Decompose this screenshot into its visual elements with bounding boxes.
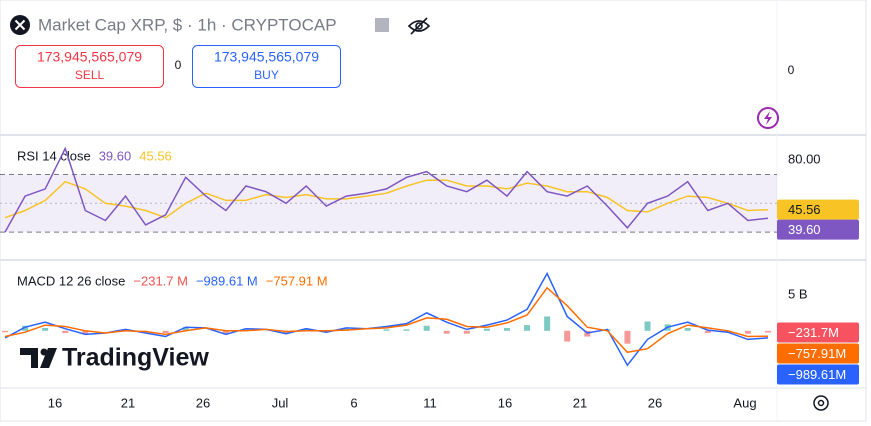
legend-value: 45.56 <box>139 148 172 163</box>
buy-label: BUY <box>254 68 279 82</box>
x-tick-label: 16 <box>48 395 62 410</box>
histogram-bar <box>644 321 651 331</box>
x-tick-label: 6 <box>350 395 357 410</box>
x-tick-label: Jul <box>272 395 289 410</box>
price-badge <box>777 322 859 343</box>
histogram-bar <box>524 325 531 331</box>
buy-price: 173,945,565,079 <box>214 49 319 65</box>
flag-icon[interactable] <box>375 18 389 32</box>
histogram-bar <box>403 329 410 331</box>
x-tick-label: 21 <box>121 395 135 410</box>
pane-title: RSI 14 close <box>17 148 91 163</box>
histogram-bar <box>42 327 49 331</box>
histogram-bar <box>765 330 771 333</box>
main-axis-label: 0 <box>788 63 795 77</box>
legend-value: −989.61 M <box>196 273 258 288</box>
histogram-bar <box>704 330 711 333</box>
histogram-bar <box>242 328 249 331</box>
y-tick-label: 5 B <box>788 286 808 301</box>
price-badge <box>777 343 859 364</box>
hide-icon[interactable] <box>407 17 431 35</box>
legend-value: 39.60 <box>99 148 132 163</box>
spread: 0 <box>175 58 182 72</box>
x-tick-label: 16 <box>498 395 512 410</box>
histogram-bar <box>62 330 69 333</box>
sell-label: SELL <box>75 68 105 82</box>
histogram-bar <box>22 325 29 331</box>
histogram-bar <box>162 330 169 333</box>
price-badge <box>777 199 859 220</box>
histogram-bar <box>483 328 490 331</box>
indicator-line <box>4 286 769 354</box>
price-badge-label: −231.7M <box>788 325 839 340</box>
legend-value: −757.91 M <box>266 273 328 288</box>
x-tick-label: Aug <box>733 395 756 410</box>
legend-value: −231.7 M <box>133 273 188 288</box>
histogram-bar <box>684 327 691 331</box>
settings-icon[interactable] <box>813 395 829 411</box>
histogram-bar <box>544 316 551 331</box>
brand-name: TradingView <box>62 344 209 372</box>
lightning-icon[interactable] <box>757 107 779 129</box>
price-badge <box>777 364 859 385</box>
y-tick-label: 80.00 <box>788 151 821 166</box>
histogram-bar <box>503 327 510 331</box>
x-tick-label: 26 <box>648 395 662 410</box>
price-badge-label: 39.60 <box>788 222 821 237</box>
price-badge-label: 45.56 <box>788 202 821 217</box>
indicator-line <box>4 146 769 233</box>
histogram-bar <box>624 330 631 344</box>
x-tick-label: 21 <box>573 395 587 410</box>
histogram-bar <box>443 330 450 334</box>
price-badge-label: −989.61M <box>788 367 846 382</box>
histogram-bar <box>423 325 430 331</box>
symbol-logo-mark <box>14 19 26 31</box>
histogram-bar <box>383 329 390 331</box>
histogram-bar <box>463 330 470 334</box>
x-tick-label: 26 <box>196 395 210 410</box>
histogram-bar <box>2 330 8 333</box>
sell-price: 173,945,565,079 <box>37 49 142 65</box>
histogram-bar <box>82 330 89 335</box>
histogram-bar <box>222 330 229 335</box>
histogram-bar <box>744 330 751 334</box>
sell-button[interactable] <box>15 45 164 88</box>
price-badge-label: −757.91M <box>788 346 846 361</box>
histogram-bar <box>182 327 189 331</box>
brand-logo <box>20 348 57 368</box>
symbol-title: Market Cap XRP, $ · 1h · CRYPTOCAP <box>38 15 337 34</box>
histogram-bar <box>564 330 571 342</box>
histogram-bar <box>303 328 310 331</box>
buy-button[interactable] <box>192 45 341 88</box>
pane-title: MACD 12 26 close <box>17 273 125 288</box>
price-badge <box>777 219 859 240</box>
x-tick-label: 11 <box>423 395 437 410</box>
